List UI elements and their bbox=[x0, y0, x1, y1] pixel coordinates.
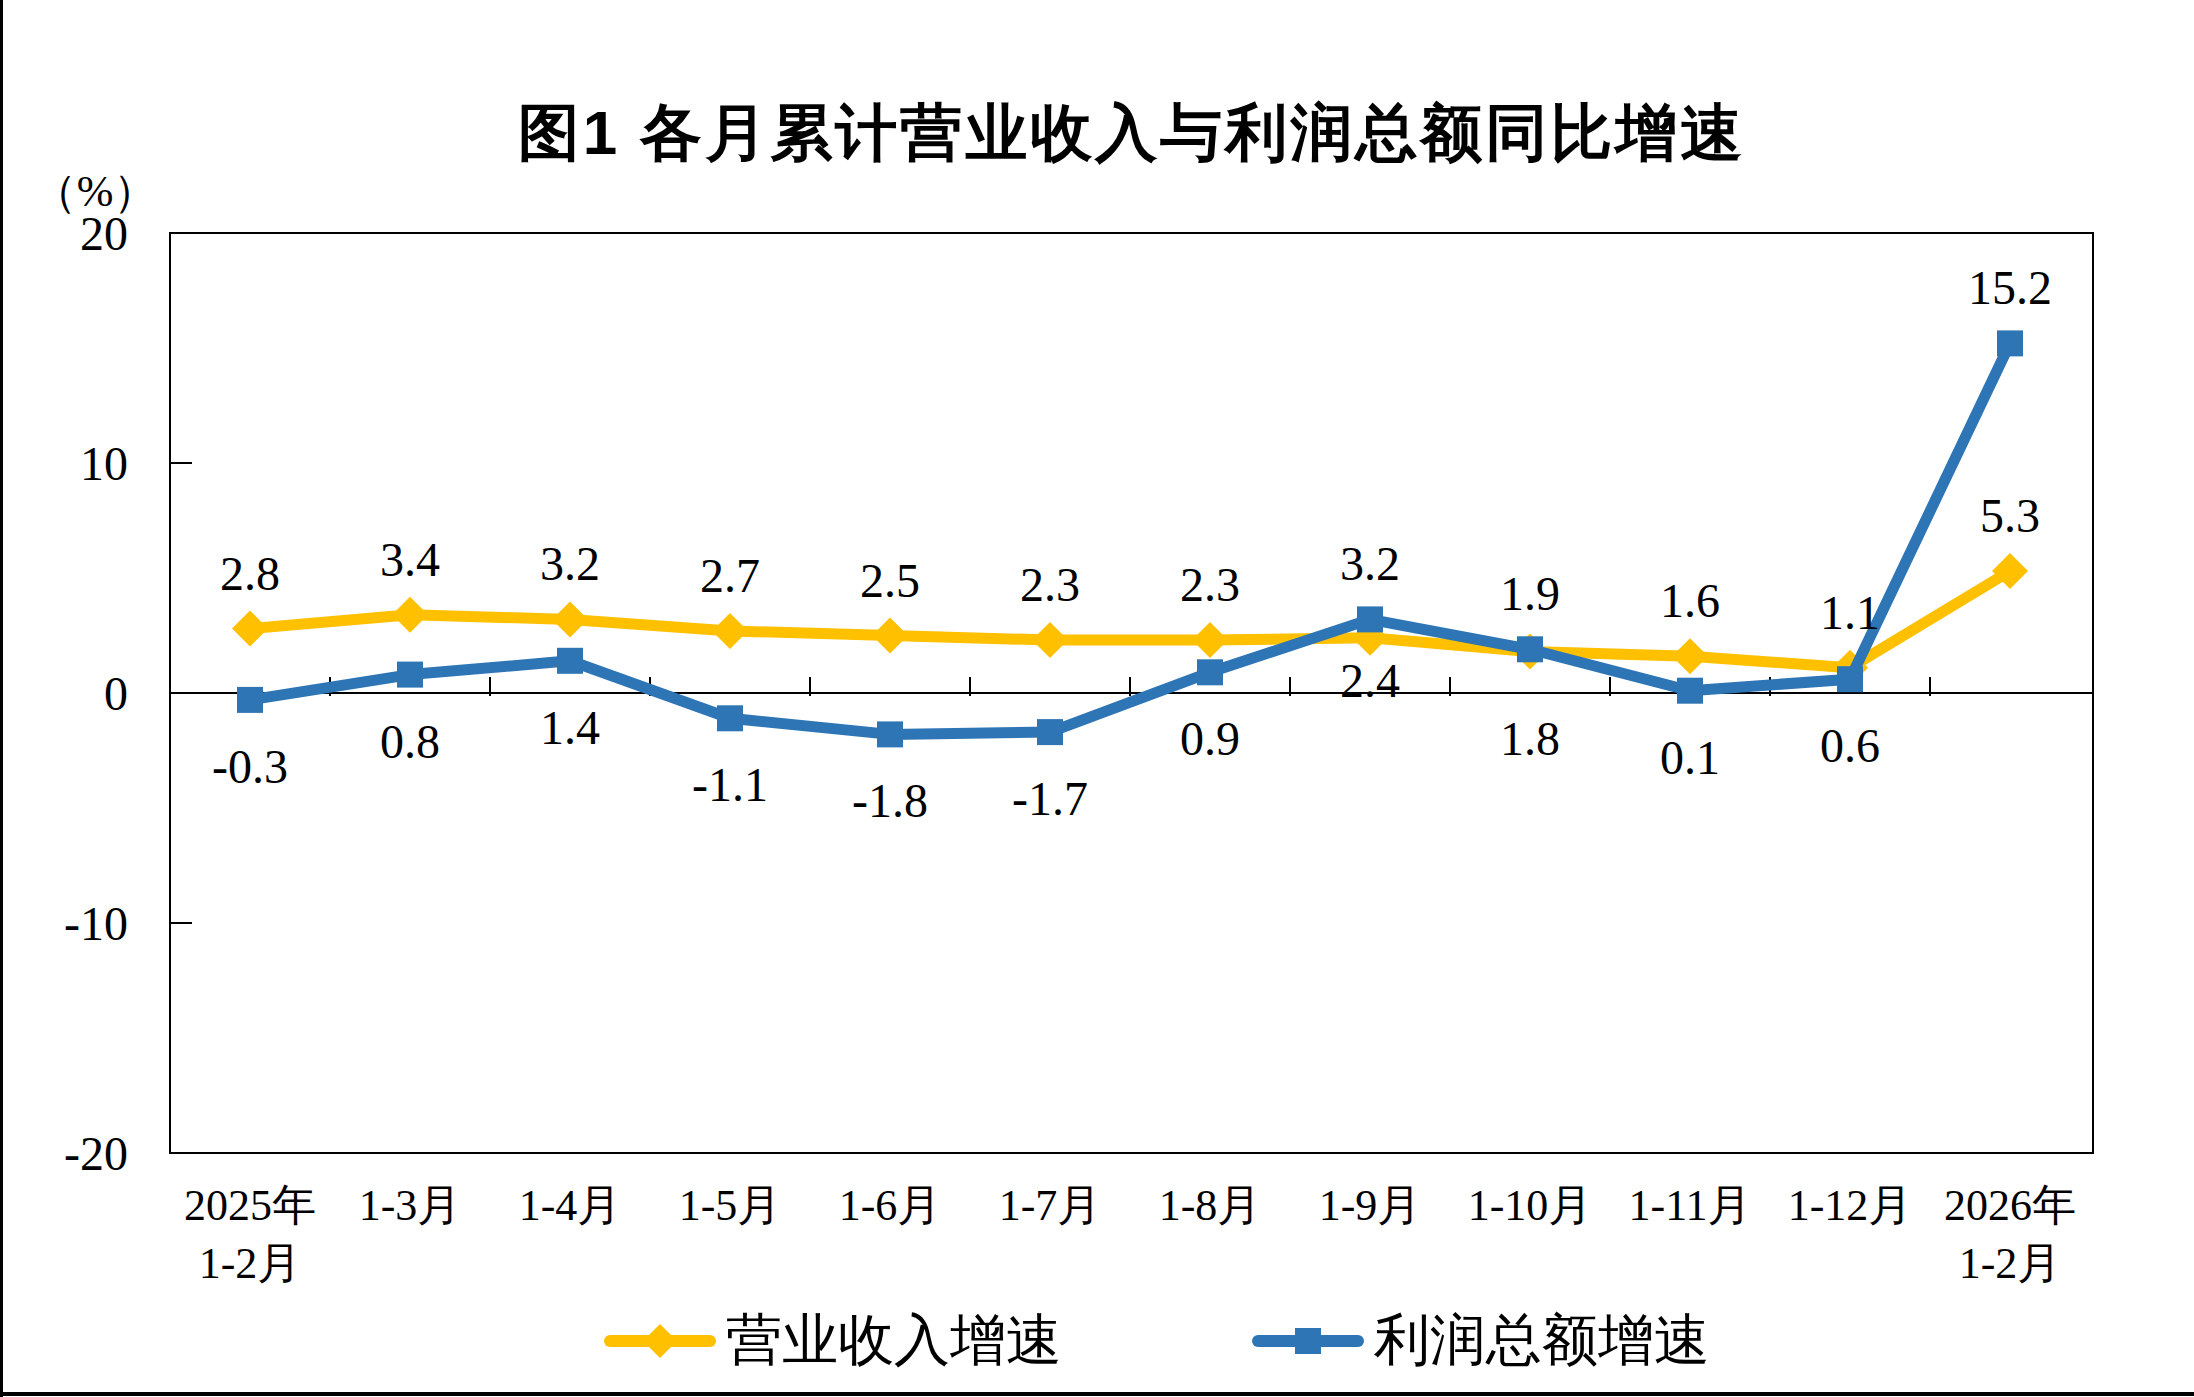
chart-legend: 营业收入增速 利润总额增速 bbox=[0, 0, 2194, 1397]
legend-marker-shape bbox=[643, 1324, 677, 1358]
legend-marker-square bbox=[1252, 1306, 1364, 1376]
legend-item: 利润总额增速 bbox=[1252, 1306, 1710, 1376]
legend-label: 利润总额增速 bbox=[1374, 1303, 1710, 1379]
legend-item: 营业收入增速 bbox=[604, 1306, 1062, 1376]
legend-marker-diamond bbox=[604, 1306, 716, 1376]
chart-figure: 图1 各月累计营业收入与利润总额同比增速 （%） 20100-10-202025… bbox=[0, 0, 2194, 1397]
legend-marker-shape bbox=[1295, 1328, 1321, 1354]
legend-label: 营业收入增速 bbox=[726, 1303, 1062, 1379]
